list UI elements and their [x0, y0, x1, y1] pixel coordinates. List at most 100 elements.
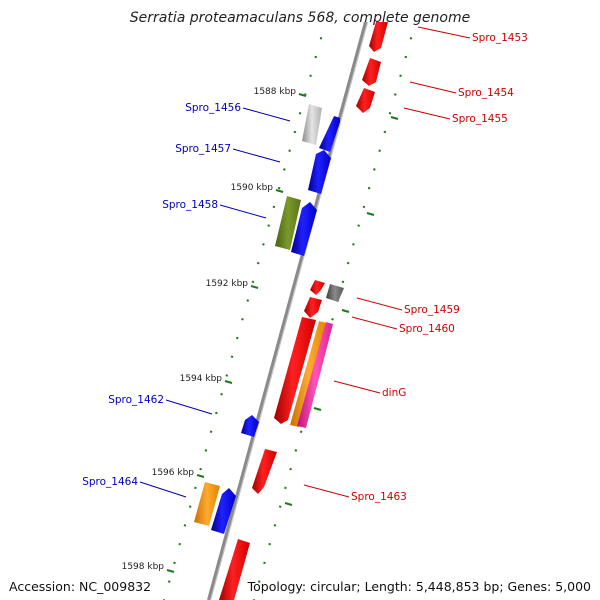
gene-spro-1456[interactable] [319, 116, 340, 152]
track-dot [319, 37, 323, 40]
gene-spro-1459[interactable] [310, 280, 325, 295]
minor-tick [341, 309, 350, 313]
track-dot [204, 449, 208, 452]
track-dot [167, 580, 171, 583]
gene-label: Spro_1457 [175, 143, 231, 155]
gene-spro-1462[interactable] [241, 415, 259, 437]
track-dot [199, 467, 202, 471]
tick-1598: 1598 kbp [122, 562, 175, 573]
track-dot [225, 374, 229, 377]
gene-label: Spro_1464 [82, 476, 138, 488]
gene-spro-1463[interactable] [252, 449, 277, 494]
track-dot [309, 74, 312, 78]
leader-spro-1455 [403, 107, 451, 120]
track-dot [215, 411, 218, 415]
gene-red-long [274, 317, 316, 424]
track-dot [357, 224, 360, 227]
gene-spro-1458[interactable] [291, 202, 317, 256]
leader-spro-1462 [165, 399, 213, 415]
leader-ding [333, 380, 381, 394]
gene-label: Spro_1463 [351, 491, 407, 503]
track-dot [367, 186, 371, 190]
tick-label: 1594 kbp [180, 374, 223, 384]
track-dot [278, 505, 282, 508]
track-dot [220, 392, 223, 396]
track-dot [251, 280, 255, 284]
map-title: Serratia proteamaculans 568, complete ge… [130, 10, 470, 26]
leader-spro-1453 [417, 26, 471, 39]
gene-spro-1454[interactable] [362, 58, 381, 86]
track-dot [331, 318, 334, 321]
track-dot [289, 467, 292, 471]
tick-1592: 1592 kbp [206, 279, 259, 289]
track-dot [404, 55, 408, 59]
gene-orange-long [290, 321, 327, 427]
gene-label: Spro_1462 [108, 394, 164, 406]
accession-text: Accession: NC_009832 [9, 579, 152, 594]
track-dot [383, 130, 387, 134]
track-dot [194, 486, 197, 490]
leader-spro-1464 [139, 481, 187, 498]
gene-grey-small [326, 284, 344, 302]
leader-spro-1456 [242, 107, 291, 122]
leader-spro-1458 [219, 204, 267, 219]
gene-label: Spro_1456 [185, 102, 241, 114]
tick-label: 1588 kbp [254, 87, 297, 97]
gene-spro-1453[interactable] [369, 22, 388, 52]
track-dot [272, 205, 276, 209]
gene-orange-1464 [194, 482, 220, 526]
tick-1588: 1588 kbp [254, 87, 307, 97]
gene-label: Spro_1459 [404, 304, 460, 316]
track-dot [284, 486, 287, 490]
tick-1594: 1594 kbp [180, 374, 233, 384]
tick-1596: 1596 kbp [152, 468, 205, 478]
gene-label: dinG [382, 387, 406, 399]
track-dot [378, 149, 381, 152]
tick-1590: 1590 kbp [231, 183, 284, 193]
track-dot [173, 561, 176, 565]
track-dot [241, 318, 244, 321]
track-dot [263, 561, 266, 565]
gene-red-bottom [219, 539, 250, 600]
gene-spro-1455[interactable] [356, 88, 375, 113]
minor-tick [313, 407, 322, 411]
track-dot [294, 449, 298, 452]
leader-spro-1460 [351, 316, 398, 330]
genome-backbone-highlight [210, 21, 368, 600]
track-dot [235, 336, 239, 340]
track-dot [346, 261, 350, 265]
gene-label: Spro_1460 [399, 323, 455, 335]
track-dot [283, 168, 286, 171]
track-dot [268, 542, 271, 546]
gene-label: Spro_1455 [452, 113, 508, 125]
tick-label: 1598 kbp [122, 562, 165, 572]
gene-spro-1456-grey [302, 104, 322, 145]
track-dot [256, 261, 260, 265]
track-dot [183, 524, 187, 527]
leader-spro-1454 [409, 81, 457, 94]
gene-ding[interactable] [297, 322, 333, 428]
track-dot [409, 37, 413, 40]
topology-text: Topology: circular; Length: 5,448,853 bp… [247, 579, 591, 594]
track-dot [288, 149, 291, 152]
track-dot [178, 542, 181, 546]
track-dot [399, 74, 402, 78]
leader-spro-1463 [303, 484, 350, 498]
minor-tick [284, 502, 293, 506]
gene-spro-1460[interactable] [304, 297, 322, 318]
tick-label: 1596 kbp [152, 468, 195, 478]
gene-label: Spro_1454 [458, 87, 514, 99]
track-dot [293, 130, 297, 134]
track-dot [277, 186, 281, 190]
track-dot [304, 93, 307, 96]
track-dot [267, 224, 270, 227]
leader-spro-1457 [232, 148, 281, 163]
track-dot [388, 111, 392, 115]
minor-tick [366, 212, 375, 216]
gene-spro-1464[interactable] [211, 488, 236, 534]
track-dot [188, 505, 192, 508]
track-dot [394, 93, 397, 96]
gene-spro-1457[interactable] [308, 150, 331, 194]
track-dot [299, 430, 303, 433]
